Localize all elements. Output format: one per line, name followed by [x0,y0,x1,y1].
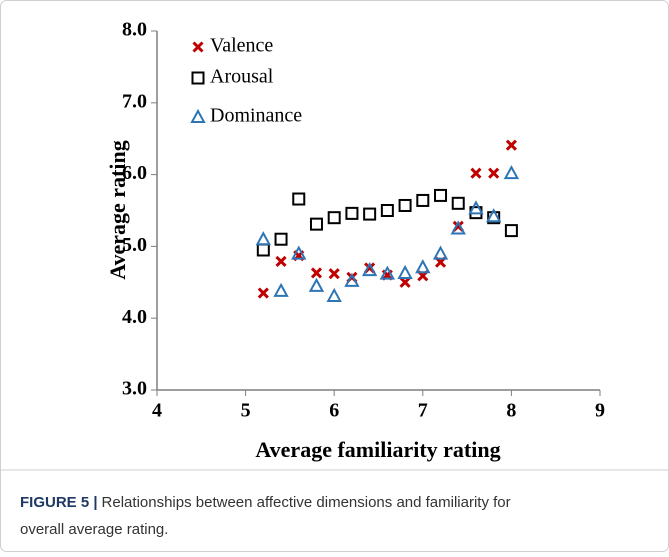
caption-line: Relationships between affective dimensio… [102,494,511,511]
point [397,264,413,279]
x-tick-label: 9 [595,400,605,422]
point [398,198,412,212]
marker-cross [192,41,204,53]
point [380,204,394,217]
point [451,196,465,210]
point [344,272,360,287]
legend-marker [190,108,206,123]
point [309,217,323,231]
point [450,220,466,235]
point [485,208,502,223]
x-tick-label: 4 [152,400,162,422]
point [416,193,430,207]
point [399,276,411,288]
marker-cross [257,287,269,299]
y-tick-label: 5.0 [122,234,147,256]
point [292,192,306,206]
point [255,231,272,246]
point [468,200,484,215]
x-tick-label: 6 [329,400,339,422]
y-tick-label: 3.0 [122,378,147,400]
point [328,268,340,280]
point [257,287,269,299]
point [273,282,289,297]
caption-line: overall average rating. [20,521,168,538]
marker-cross [310,267,323,279]
x-axis-label: Average familiarity rating [255,437,500,462]
point [503,165,520,180]
point [415,259,431,274]
x-tick-label: 5 [241,400,251,422]
point [470,167,482,179]
marker-cross [488,167,500,179]
point [488,167,500,179]
marker-cross [470,167,482,179]
point [308,277,325,292]
marker-cross [275,255,287,268]
point [361,262,378,277]
point [291,245,307,260]
point [275,255,287,268]
point [274,232,288,246]
marker-cross [399,276,411,288]
y-tick-label: 7.0 [122,90,147,112]
legend-marker [192,41,204,53]
caption: FIGURE 5 | Relationships between affectiv… [20,494,511,511]
marker-cross [328,268,340,280]
y-tick-label: 4.0 [122,306,147,328]
point [434,188,448,202]
point [504,224,518,238]
point [326,287,342,302]
point [345,206,359,220]
point [363,207,377,221]
y-tick-label: 6.0 [122,162,147,184]
x-tick-label: 8 [506,400,516,422]
marker-cross [505,139,517,151]
point [327,211,341,225]
legend-label: Valence [210,35,273,57]
point [310,267,323,279]
legend-label: Arousal [210,66,274,88]
point [432,245,449,260]
y-tick-label: 8.0 [122,19,147,41]
caption-label: FIGURE 5 | [20,494,98,511]
x-tick-label: 7 [418,400,428,422]
point [505,139,517,151]
legend-marker [191,71,205,85]
point [256,243,270,257]
point [379,265,396,280]
legend-label: Dominance [210,105,302,127]
y-axis-label: Average rating [105,140,130,280]
